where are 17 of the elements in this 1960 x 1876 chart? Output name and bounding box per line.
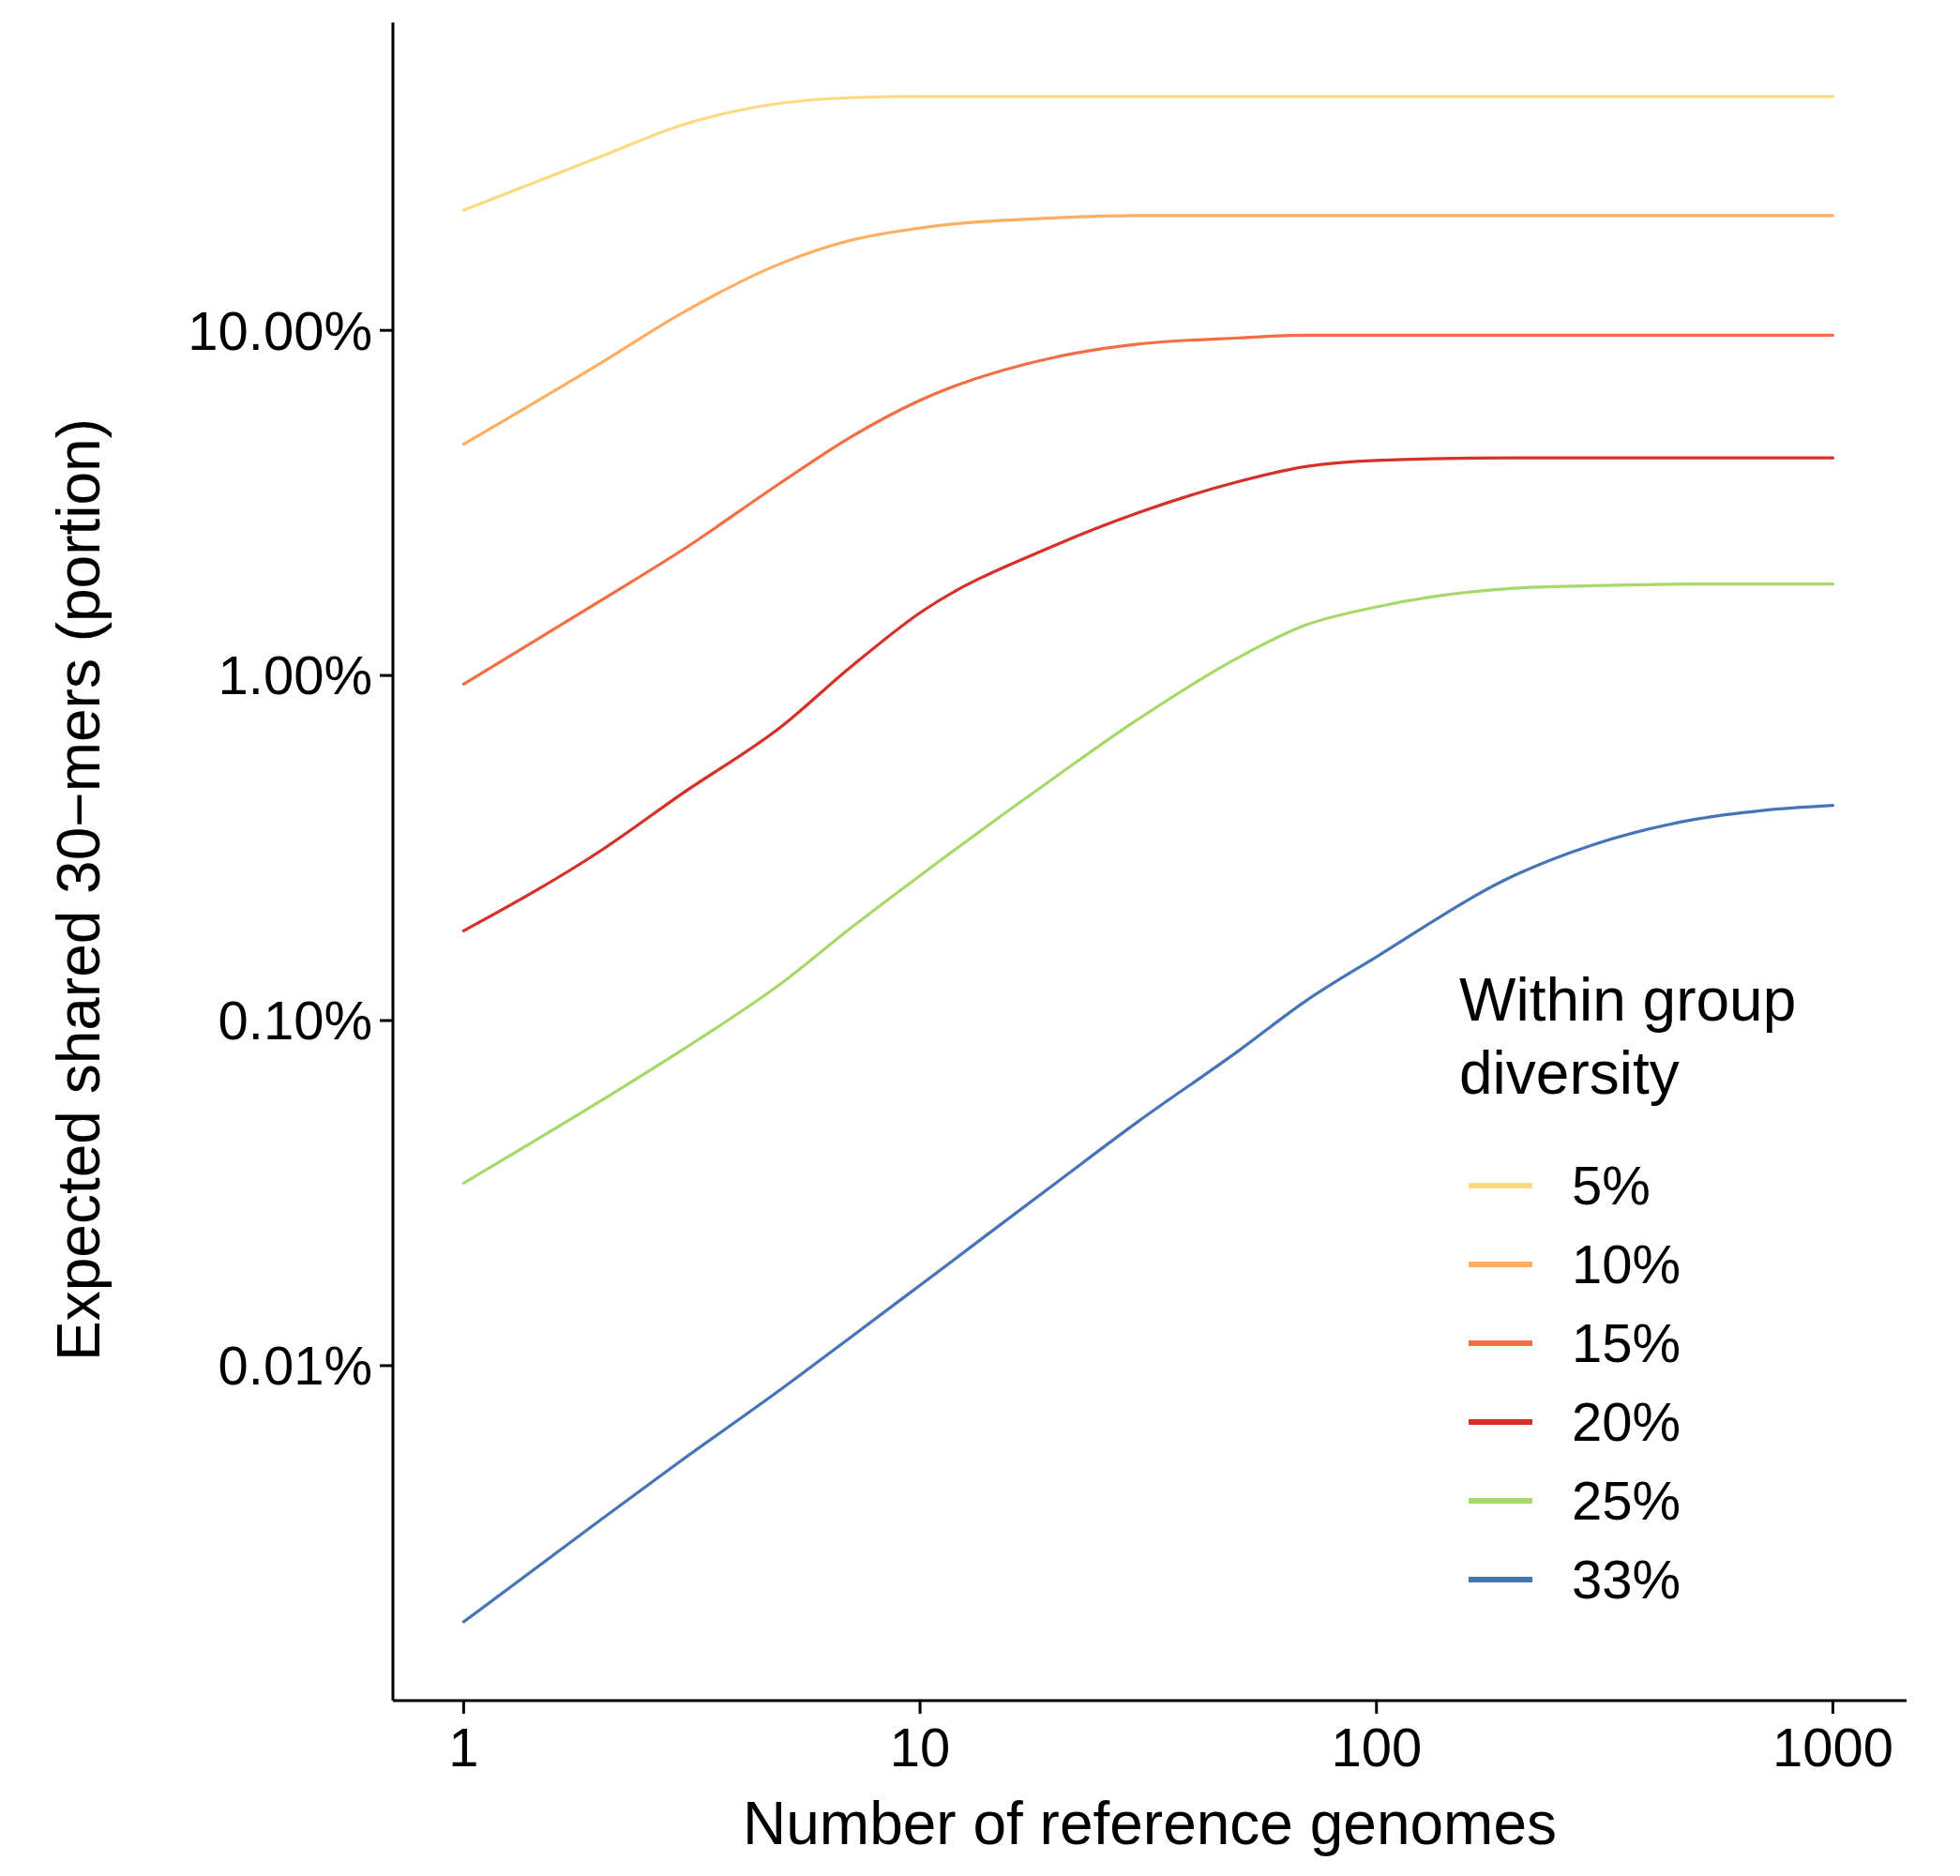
y-tick-label: 1.00%	[218, 644, 372, 706]
x-tick-label: 1000	[1772, 1717, 1893, 1778]
legend-label: 10%	[1572, 1233, 1681, 1295]
x-tick-label: 10	[889, 1717, 951, 1778]
y-tick-label: 0.10%	[218, 990, 372, 1051]
legend-label: 33%	[1572, 1549, 1681, 1611]
y-tick-label: 10.00%	[188, 299, 372, 361]
x-tick-label: 1	[448, 1717, 479, 1778]
legend-label: 5%	[1572, 1155, 1651, 1217]
legend-label: 20%	[1572, 1391, 1681, 1453]
x-tick-label: 100	[1331, 1717, 1423, 1778]
legend-title: Within group diversity	[1459, 966, 1797, 1107]
x-axis-title: Number of reference genomes	[743, 1790, 1557, 1857]
legend-label: 25%	[1572, 1470, 1681, 1532]
y-tick-label: 0.01%	[218, 1335, 372, 1397]
legend-label: 15%	[1572, 1312, 1681, 1374]
y-axis-title: Expected shared 30−mers (portion)	[45, 418, 113, 1361]
